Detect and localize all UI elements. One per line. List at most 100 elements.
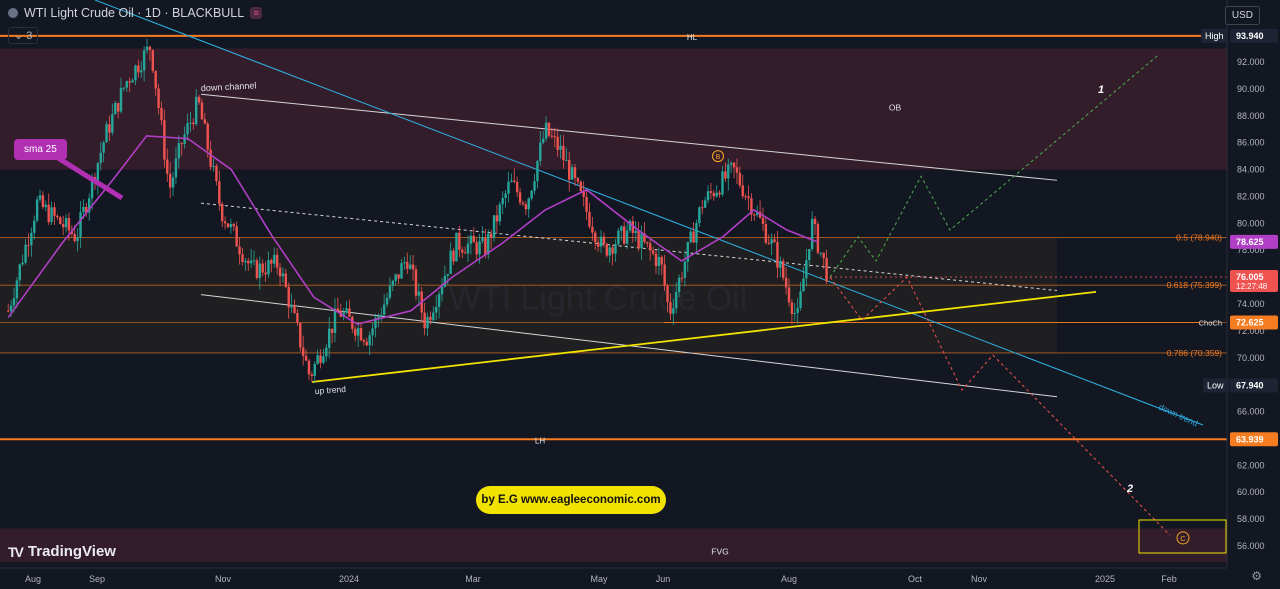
candle-body: [628, 221, 632, 231]
candle-body: [718, 192, 721, 195]
candle-body: [61, 224, 65, 228]
candle-body: [41, 195, 45, 208]
candle-body: [50, 207, 53, 223]
candle-body: [498, 204, 502, 222]
candle-body: [206, 123, 209, 150]
candle-body: [145, 46, 149, 51]
candle-body: [657, 256, 661, 267]
level-choch-tag: [1230, 315, 1278, 330]
candle-body: [455, 232, 458, 262]
candle-body: [186, 123, 189, 135]
candle-body: [423, 312, 426, 329]
candle-body: [562, 145, 565, 161]
time-tick-label: 2025: [1095, 574, 1115, 584]
level-last-tag-countdown: 12:27:48: [1236, 282, 1268, 291]
candle-body: [724, 171, 727, 179]
candle-body: [706, 191, 710, 201]
candle-body: [452, 250, 455, 262]
level-lh-tag-value: 63.939: [1236, 434, 1264, 444]
price-tick-label: 86.000: [1237, 138, 1265, 148]
candle-body: [753, 214, 756, 216]
candle-body: [157, 88, 160, 108]
candle-body: [573, 167, 577, 179]
candle-body: [319, 355, 322, 363]
candle-body: [394, 274, 397, 281]
chart-title[interactable]: WTI Light Crude Oil · 1D · BLACKBULL: [24, 6, 245, 20]
candle-body: [368, 335, 371, 346]
candle-body: [521, 202, 525, 205]
time-tick-label: Aug: [25, 574, 41, 584]
candle-body: [605, 243, 609, 256]
candle-body: [677, 277, 681, 293]
candle-body: [472, 235, 475, 243]
wave-b-marker: [712, 150, 724, 163]
candle-body: [192, 122, 195, 125]
candle-body: [689, 231, 692, 243]
indicator-toggle[interactable]: ⌄ 3: [8, 27, 39, 44]
candle-body: [105, 124, 108, 143]
candle-body: [189, 122, 192, 124]
candle-body: [782, 261, 785, 278]
candle-body: [177, 143, 181, 159]
candle-body: [501, 197, 504, 205]
candle-body: [15, 280, 19, 299]
candle-body: [197, 96, 201, 103]
candle-body: [79, 212, 82, 238]
settings-gear-icon[interactable]: ⚙: [1251, 569, 1262, 583]
time-axis-bg: [0, 568, 1227, 589]
candle-body: [507, 181, 510, 194]
candle-body: [712, 192, 716, 197]
candle-body: [591, 226, 594, 233]
candle-body: [654, 253, 658, 267]
candle-body: [582, 190, 585, 197]
candle-body: [504, 193, 507, 198]
currency-button[interactable]: USD: [1224, 6, 1260, 25]
candle-body: [530, 190, 533, 199]
candle-body: [553, 136, 556, 138]
candle-body: [695, 223, 698, 243]
candle-body: [325, 347, 328, 357]
level-sma-tag: [1230, 234, 1278, 249]
candle-body: [44, 204, 48, 208]
candle-body: [299, 323, 302, 348]
candle-body: [773, 239, 776, 243]
candle-body: [293, 304, 296, 314]
candle-body: [371, 328, 374, 336]
candle-body: [354, 328, 357, 336]
candle-body: [270, 260, 273, 264]
candle-body: [267, 260, 270, 275]
candle-body: [698, 207, 701, 224]
candle-body: [142, 50, 146, 71]
high-name-label: High: [1205, 31, 1224, 41]
price-axis-bg: [1227, 0, 1280, 589]
candle-body: [568, 160, 571, 180]
candle-body: [825, 258, 828, 282]
candle-body: [648, 243, 652, 251]
candle-body: [515, 181, 519, 193]
candle-body: [85, 206, 88, 213]
candle-body: [212, 165, 215, 167]
candle-body: [307, 360, 311, 375]
time-tick-label: Aug: [781, 574, 797, 584]
candle-body: [686, 242, 689, 262]
candle-body: [461, 249, 464, 253]
credit-banner[interactable]: by E.G www.eagleeconomic.com: [476, 486, 666, 514]
symbol-menu-icon[interactable]: ≡: [250, 7, 263, 19]
candle-body: [449, 250, 452, 274]
candle-body: [776, 242, 779, 268]
candle-body: [475, 242, 478, 255]
candle-body: [313, 363, 316, 377]
candle-body: [816, 224, 820, 253]
tradingview-logo[interactable]: TV TradingView: [8, 543, 116, 560]
candle-body: [518, 192, 522, 203]
candle-body: [128, 81, 131, 83]
candle-body: [111, 114, 114, 133]
candle-body: [322, 356, 325, 363]
candle-body: [770, 239, 773, 244]
candle-body: [108, 124, 111, 133]
candle-body: [513, 180, 516, 182]
level-lh-tag: [1230, 432, 1278, 447]
candle-body: [403, 262, 406, 264]
level-last-tag-value: 76.005: [1236, 272, 1264, 282]
